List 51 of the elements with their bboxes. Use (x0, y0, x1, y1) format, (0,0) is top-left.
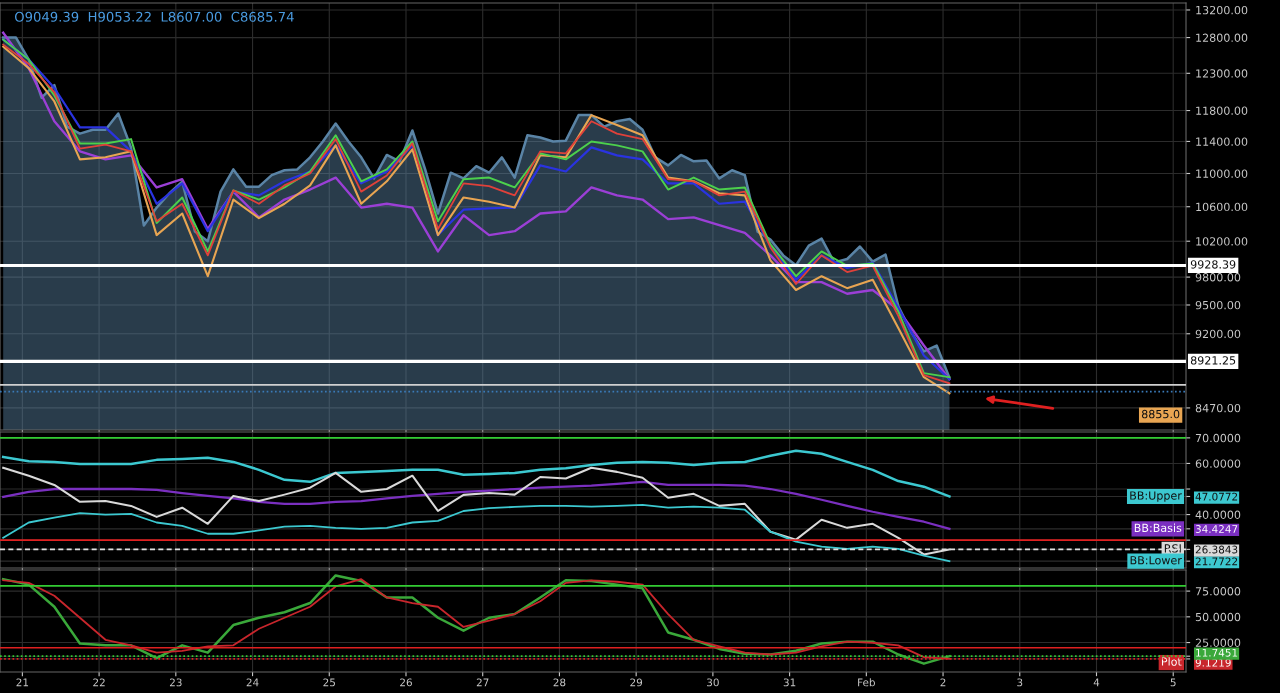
y-tick-label: 11000.00 (1196, 169, 1248, 178)
y-tick-label: 34.4247 (1195, 525, 1238, 533)
x-tick-label: 30 (707, 678, 719, 687)
y-tick-label: 70.0000 (1195, 433, 1241, 443)
x-tick-label: 23 (169, 678, 182, 687)
y-tick-label: 21.7722 (1195, 557, 1238, 566)
y-tick-label: 8470.00 (1195, 403, 1241, 413)
x-tick-label: 21 (16, 678, 29, 687)
line-series (1, 449, 951, 498)
y-tick-label: 10600.00 (1196, 202, 1248, 212)
y-tick-label: 10200.00 (1196, 237, 1248, 246)
x-tick-label: Feb (858, 678, 875, 687)
text: O9049.39 H9053.22 L8607.00 C8685.74 (14, 11, 294, 22)
legend-label: BB:Basis (1134, 523, 1182, 533)
y-tick-label: 13200.00 (1196, 5, 1248, 15)
ref-line-label: 9928.39 (1190, 260, 1236, 269)
y-tick-label: 26.3843 (1195, 545, 1238, 554)
y-tick-label: 11.7451 (1196, 648, 1238, 657)
legend-label: BB:Lower (1130, 556, 1182, 565)
y-tick-label: 47.0772 (1195, 492, 1238, 501)
annotation: 8855.0 (1141, 409, 1180, 419)
y-tick-label: 9.1219 (1195, 658, 1231, 667)
y-tick-label: 9200.00 (1195, 329, 1241, 339)
line-series (2, 503, 951, 563)
legend-label: Plot (1161, 657, 1182, 666)
x-tick-label: 27 (476, 678, 489, 687)
x-tick-label: 24 (246, 678, 259, 687)
y-tick-label: 9800.00 (1195, 273, 1241, 282)
x-tick-label: 2 (940, 678, 946, 687)
x-tick-label: 22 (93, 678, 105, 687)
y-tick-label: 40.0000 (1195, 510, 1241, 519)
line-series (2, 480, 951, 530)
y-tick-label: 12300.00 (1196, 69, 1248, 78)
x-tick-label: 3 (1017, 678, 1023, 687)
y-tick-label: 12800.00 (1196, 33, 1248, 42)
x-tick-label: 28 (553, 678, 566, 687)
x-tick-label: 25 (323, 678, 335, 687)
y-tick-label: 25.0000 (1195, 638, 1241, 647)
y-tick-label: 60.0000 (1195, 459, 1241, 468)
x-tick-label: 31 (783, 678, 796, 687)
y-tick-label: 75.0000 (1195, 587, 1241, 596)
x-tick-label: 29 (630, 678, 643, 687)
y-tick-label: 9500.00 (1195, 300, 1241, 310)
x-tick-label: 5 (1170, 678, 1176, 687)
y-tick-label: 11800.00 (1196, 106, 1248, 115)
ref-line-label: 8921.25 (1190, 356, 1236, 365)
y-tick-label: 50.0000 (1195, 612, 1241, 622)
y-tick-label: 11400.00 (1196, 137, 1248, 146)
x-tick-label: 4 (1093, 678, 1100, 687)
legend-label: BB:Upper (1130, 491, 1182, 502)
x-tick-label: 26 (400, 678, 412, 687)
